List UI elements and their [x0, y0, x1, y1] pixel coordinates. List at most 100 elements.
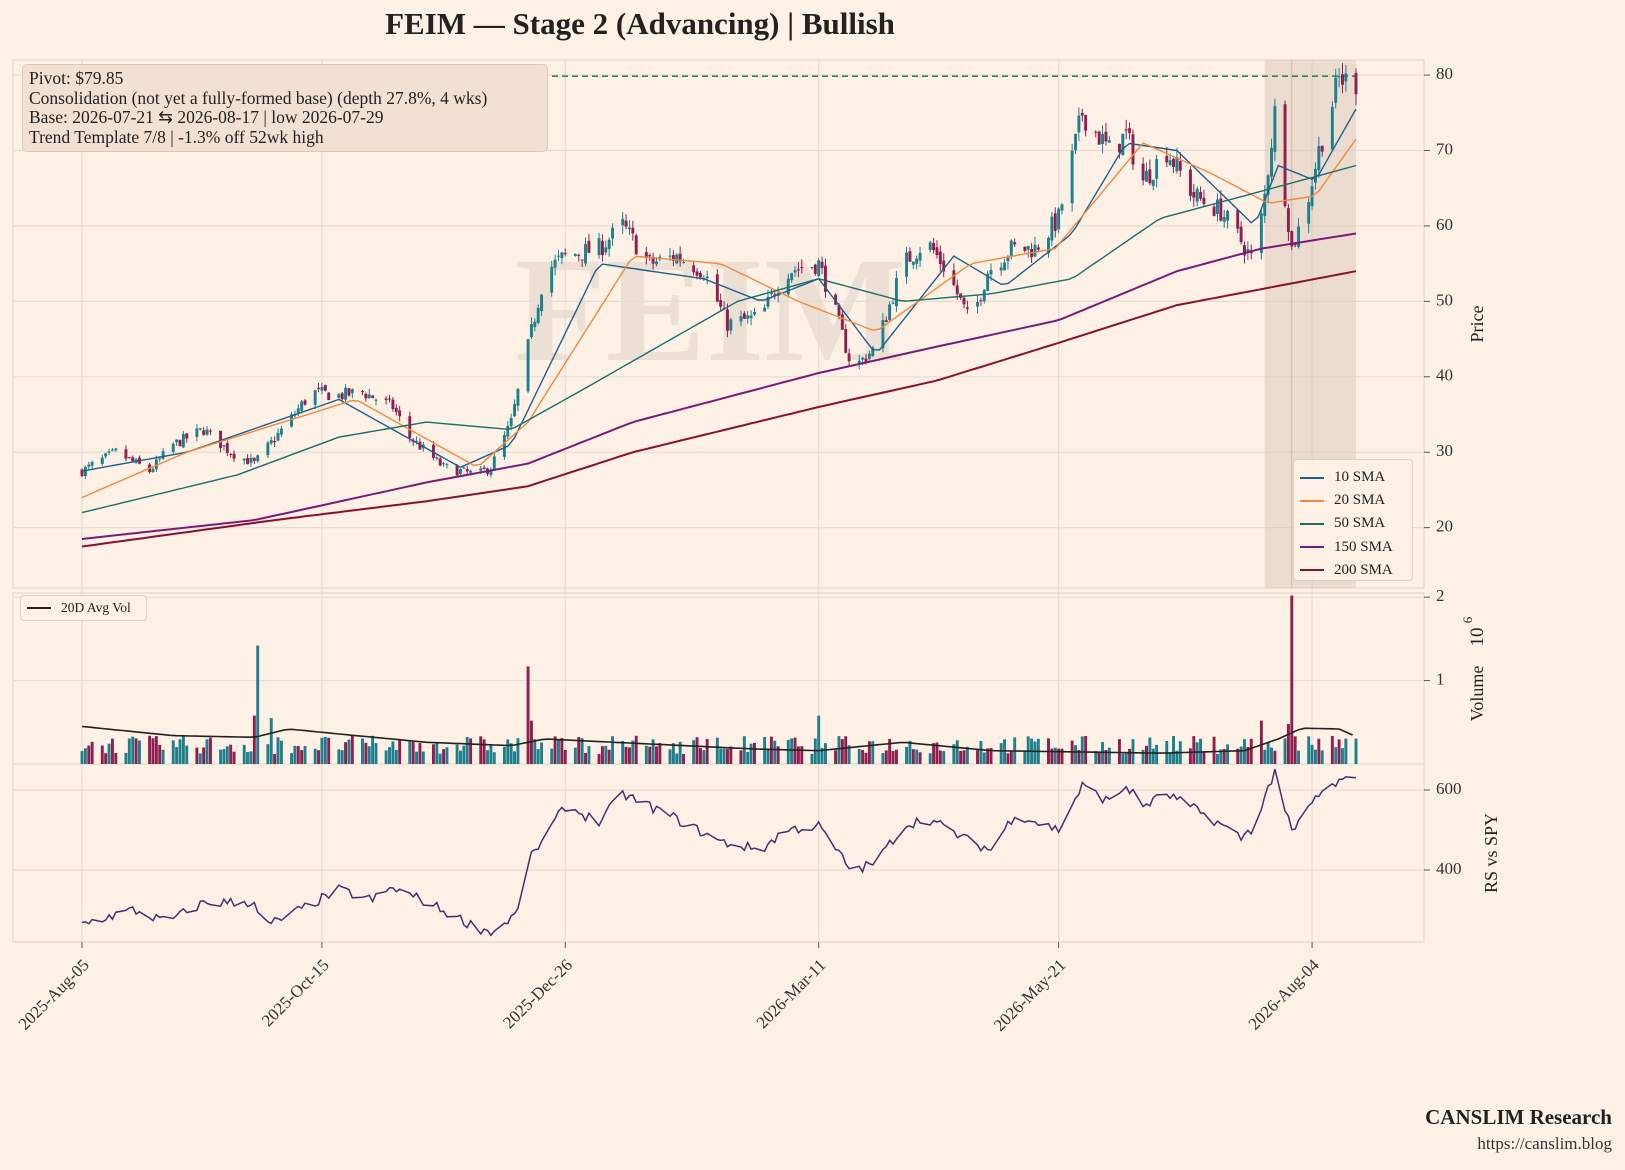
candle-up: [611, 227, 615, 239]
candle-up: [560, 252, 564, 259]
candle-down: [644, 252, 648, 258]
volume-bar-up: [763, 736, 767, 764]
candle-down: [347, 388, 351, 396]
candle-up: [489, 469, 493, 475]
candle-up: [1009, 240, 1013, 256]
candle-down: [587, 240, 591, 253]
candle-up: [763, 307, 767, 312]
volume-bar-down: [864, 752, 868, 764]
candle-down: [178, 440, 182, 447]
avg-volume-line: [81, 725, 1353, 754]
volume-bar-up: [1310, 744, 1314, 764]
volume-bar-up: [766, 748, 770, 764]
candle-up: [1270, 147, 1273, 177]
volume-bar-down: [195, 747, 199, 764]
volume-bar-down: [398, 738, 402, 764]
volume-bar-down: [1145, 745, 1148, 764]
candle-down: [340, 393, 344, 400]
candle-up: [655, 261, 658, 265]
candle-down: [844, 329, 848, 353]
volume-bar-up: [557, 738, 560, 764]
candle-up: [114, 448, 118, 451]
volume-bar-down: [560, 738, 564, 764]
candle-up: [1246, 248, 1250, 253]
volume-bar-down: [563, 749, 567, 764]
candle-up: [205, 429, 209, 435]
volume-bar-down: [769, 736, 773, 764]
volume-bar-down: [844, 736, 848, 764]
volume-bar-down: [698, 748, 702, 764]
candle-down: [715, 274, 719, 302]
candle-up: [313, 390, 317, 405]
candle-up: [881, 320, 885, 349]
candle-down: [131, 457, 135, 462]
candle-up: [766, 296, 770, 307]
candle-up: [1155, 159, 1159, 179]
volume-bar-down: [597, 753, 601, 764]
rs-axis-label: RS vs SPY: [1481, 813, 1501, 893]
volume-bar-down: [350, 736, 354, 764]
candle-down: [1148, 169, 1152, 184]
candle-up: [83, 466, 87, 476]
volume-bar-up: [225, 746, 229, 764]
chart-title: FEIM — Stage 2 (Advancing) | Bullish: [385, 6, 895, 41]
volume-bar-up: [290, 753, 293, 764]
legend-swatch-avg-vol: [27, 607, 51, 609]
volume-bar-up: [1148, 737, 1152, 764]
volume-bar-up: [323, 736, 327, 764]
legend-item-50sma: 50 SMA: [1300, 512, 1412, 535]
volume-bar-up: [388, 747, 391, 764]
candle-up: [151, 469, 155, 472]
ma-legend: 10 SMA 20 SMA 50 SMA 150 SMA 200 SMA: [1293, 459, 1413, 581]
price-tick-label: 40: [1436, 366, 1453, 385]
candle-up: [269, 440, 273, 444]
volume-bar-up: [161, 749, 165, 764]
candle-down: [185, 433, 189, 439]
volume-bars: [80, 595, 1358, 764]
volume-bar-up: [675, 753, 679, 764]
volume-bar-up: [817, 715, 821, 764]
volume-bar-down: [1330, 736, 1334, 764]
volume-bar-down: [87, 745, 91, 764]
candle-down: [127, 457, 131, 459]
volume-bar-up: [651, 739, 655, 764]
candle-up: [175, 439, 179, 443]
volume-bar-up: [746, 751, 750, 764]
volume-bar-up: [185, 745, 189, 764]
candle-up: [749, 315, 753, 319]
candle-down: [1053, 213, 1057, 231]
volume-bar-up: [1155, 744, 1159, 764]
candle-down: [577, 255, 581, 257]
candle-up: [249, 457, 253, 463]
candle-down: [631, 227, 635, 234]
volume-panel: [12, 592, 1425, 765]
volume-bar-up: [1297, 750, 1301, 764]
volume-bar-up: [175, 747, 179, 764]
volume-bar-up: [871, 741, 875, 764]
legend-label-10sma: 10 SMA: [1334, 469, 1386, 486]
volume-bar-down: [1293, 736, 1297, 764]
volume-bar-down: [884, 750, 888, 764]
volume-bar-down: [1117, 739, 1121, 764]
volume-bar-up: [445, 747, 449, 764]
candle-up: [1151, 179, 1155, 186]
candle-up: [266, 442, 270, 456]
volume-bar-down: [1202, 752, 1206, 764]
volume-bar-up: [127, 738, 131, 764]
volume-bar-up: [631, 740, 635, 764]
candle-up: [1077, 115, 1081, 133]
candle-down: [796, 269, 800, 271]
legend-item-20sma: 20 SMA: [1300, 489, 1412, 512]
volume-bar-up: [246, 751, 250, 764]
volume-bar-up: [269, 718, 273, 764]
volume-bar-up: [702, 750, 706, 764]
volume-bar-down: [1188, 748, 1192, 764]
price-tick-label: 60: [1436, 215, 1453, 234]
candle-down: [840, 314, 844, 330]
volume-bar-down: [1006, 753, 1010, 764]
x-tick-label: 2025-Oct-15: [258, 955, 333, 1030]
candle-up: [1145, 170, 1148, 182]
volume-bar-down: [1057, 748, 1061, 764]
volume-bar-up: [678, 741, 682, 764]
volume-bar-up: [979, 741, 983, 764]
